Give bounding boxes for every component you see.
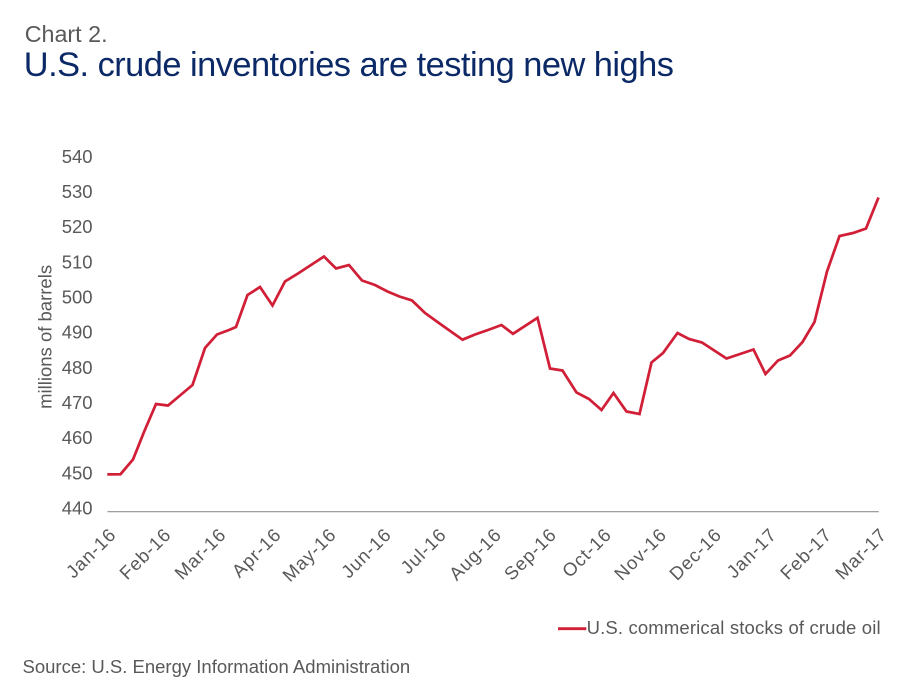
svg-text:540: 540 [62,146,93,167]
svg-text:520: 520 [62,216,93,237]
svg-text:Feb-16: Feb-16 [115,524,175,584]
svg-text:480: 480 [62,357,93,378]
svg-text:Oct-16: Oct-16 [558,524,616,582]
svg-text:May-16: May-16 [278,524,340,586]
svg-text:Dec-16: Dec-16 [665,524,726,585]
svg-text:Mar-17: Mar-17 [831,524,891,584]
svg-text:Sep-16: Sep-16 [500,524,561,585]
svg-text:Jun-16: Jun-16 [337,524,395,582]
svg-text:Aug-16: Aug-16 [445,524,506,585]
svg-text:Source: U.S. Energy Informatio: Source: U.S. Energy Information Administ… [23,656,411,677]
svg-text:Nov-16: Nov-16 [610,524,671,585]
svg-text:450: 450 [62,462,93,483]
svg-text:470: 470 [62,392,93,413]
svg-text:510: 510 [62,251,93,272]
svg-text:440: 440 [62,498,93,519]
svg-text:Apr-16: Apr-16 [227,524,285,582]
svg-text:490: 490 [62,322,93,343]
svg-text:U.S. commerical stocks of crud: U.S. commerical stocks of crude oil [587,617,881,638]
svg-text:Jan-17: Jan-17 [722,524,780,582]
svg-text:Mar-16: Mar-16 [170,524,230,584]
svg-text:U.S. crude inventories are tes: U.S. crude inventories are testing new h… [24,46,674,84]
svg-text:Jan-16: Jan-16 [62,524,120,582]
svg-text:Feb-17: Feb-17 [776,524,836,584]
svg-text:500: 500 [62,287,93,308]
svg-text:Chart 2.: Chart 2. [25,21,108,47]
svg-text:Jul-16: Jul-16 [396,524,450,578]
svg-text:530: 530 [62,181,93,202]
svg-text:460: 460 [62,427,93,448]
svg-text:millions of barrels: millions of barrels [34,265,55,409]
